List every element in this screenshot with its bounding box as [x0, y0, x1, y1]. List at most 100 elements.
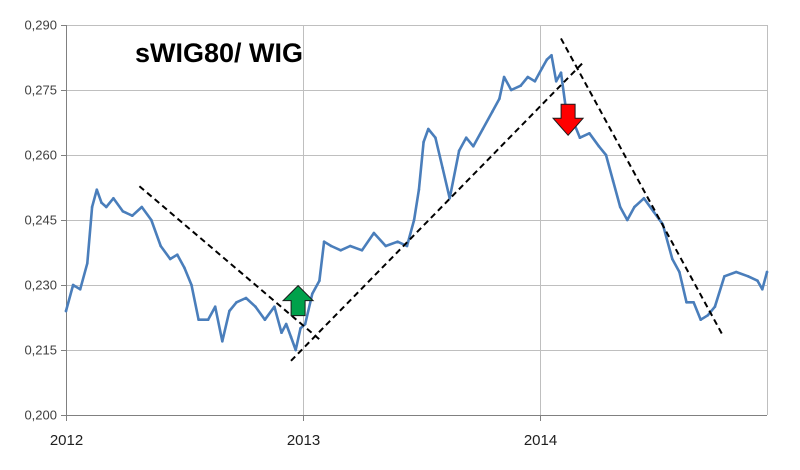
- data-point: [235, 301, 238, 304]
- data-point: [280, 331, 283, 335]
- data-point: [559, 71, 563, 74]
- data-point: [405, 244, 409, 248]
- data-point: [183, 266, 186, 270]
- data-point: [422, 140, 425, 144]
- data-point: [64, 309, 68, 313]
- data-point: [713, 305, 717, 309]
- data-point: [303, 322, 307, 326]
- data-point: [671, 257, 674, 261]
- data-point: [360, 249, 364, 252]
- data-point: [273, 305, 276, 309]
- data-point: [588, 132, 591, 135]
- data-point: [263, 318, 267, 322]
- data-point: [159, 244, 162, 248]
- data-point: [685, 301, 688, 304]
- annotations: [281, 103, 585, 317]
- x-tick-label: 2014: [524, 432, 557, 449]
- data-point: [526, 75, 530, 79]
- data-point: [765, 270, 769, 274]
- data-point: [339, 249, 343, 252]
- data-point: [112, 197, 115, 200]
- trend-line: [560, 37, 723, 335]
- data-point: [550, 54, 553, 57]
- data-point: [329, 244, 333, 248]
- data-point: [228, 309, 231, 313]
- y-tick-label: 0,215: [24, 343, 57, 358]
- data-point: [254, 305, 257, 309]
- data-point: [412, 218, 416, 222]
- y-tick-label: 0,290: [24, 18, 57, 33]
- arrow-down-icon: [551, 103, 585, 137]
- data-point: [150, 218, 153, 222]
- y-tick-label: 0,230: [24, 278, 57, 293]
- data-point: [597, 145, 601, 148]
- data-point: [190, 283, 193, 287]
- data-point: [491, 110, 494, 113]
- data-point: [289, 335, 293, 339]
- data-point: [457, 149, 461, 152]
- data-point: [578, 136, 582, 139]
- data-point: [71, 283, 75, 287]
- data-point: [322, 240, 326, 243]
- data-point: [318, 279, 321, 283]
- data-point: [105, 205, 108, 209]
- data-point: [699, 318, 702, 322]
- chart-title: sWIG80/ WIG: [135, 38, 303, 68]
- data-point: [692, 301, 695, 304]
- data-point: [633, 205, 636, 209]
- x-tick-label: 2013: [287, 432, 320, 449]
- data-point: [472, 145, 475, 148]
- data-point: [545, 58, 549, 61]
- data-point: [618, 205, 622, 209]
- data-point: [626, 218, 629, 222]
- data-point: [481, 127, 485, 131]
- data-point: [678, 270, 681, 274]
- data-point: [294, 348, 298, 352]
- data-point: [611, 179, 615, 183]
- data-point: [396, 240, 399, 243]
- data-point: [464, 136, 468, 139]
- data-point: [348, 244, 352, 248]
- data-point: [441, 166, 444, 170]
- data-point: [554, 80, 558, 83]
- data-point: [734, 270, 738, 274]
- data-point: [100, 201, 103, 204]
- x-tick-label: 2012: [50, 432, 83, 449]
- data-point: [509, 88, 513, 92]
- grid: [66, 25, 768, 416]
- data-point: [78, 288, 82, 291]
- data-point: [706, 314, 710, 317]
- data-point: [221, 340, 224, 343]
- data-point: [168, 257, 172, 261]
- data-point: [746, 275, 750, 278]
- data-point: [427, 127, 430, 131]
- data-point: [284, 322, 288, 326]
- data-point: [502, 75, 506, 79]
- data-point: [311, 292, 314, 296]
- data-point: [140, 205, 144, 209]
- data-point: [519, 84, 522, 87]
- trend-lines: [138, 37, 723, 362]
- data-point: [86, 262, 89, 265]
- data-point: [417, 188, 421, 191]
- y-tick-label: 0,260: [24, 148, 57, 163]
- data-point: [206, 318, 210, 322]
- data-point: [498, 97, 501, 100]
- data-point: [756, 279, 759, 283]
- series-line: [64, 53, 769, 352]
- arrow-up-icon: [281, 284, 315, 317]
- y-tick-label: 0,275: [24, 83, 57, 98]
- axes: 0,200 0,215 0,230 0,245 0,260 0,275 0,290 2012 2…: [24, 18, 767, 449]
- data-point: [197, 318, 200, 322]
- data-point: [761, 288, 764, 291]
- data-point: [604, 153, 608, 157]
- y-tick-label: 0,245: [24, 213, 57, 228]
- data-point: [244, 296, 248, 300]
- data-point: [299, 327, 302, 330]
- data-point: [540, 67, 544, 70]
- data-point: [90, 205, 94, 209]
- data-point: [434, 136, 437, 139]
- data-point: [642, 197, 646, 200]
